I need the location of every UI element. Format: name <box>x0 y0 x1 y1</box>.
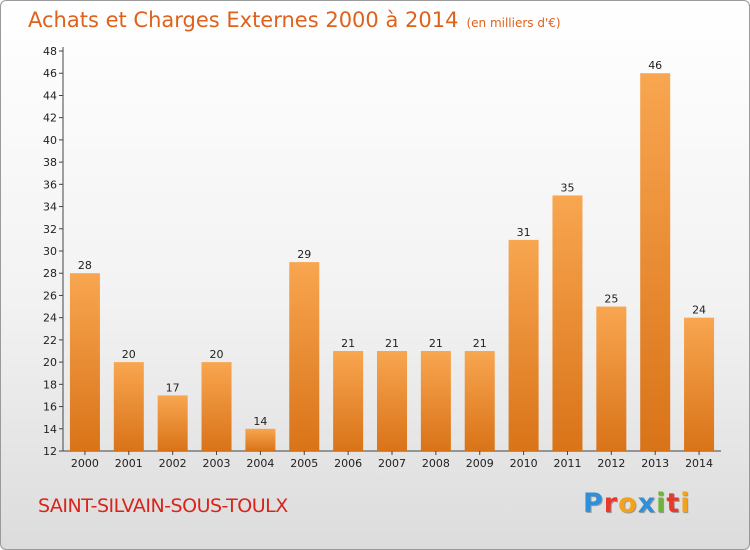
logo-letter: x <box>637 488 657 519</box>
y-tick-label: 18 <box>43 378 57 391</box>
bar-2000 <box>69 273 100 451</box>
bar-2003 <box>201 362 232 451</box>
value-label-2001: 20 <box>122 348 136 361</box>
x-tick-label: 2005 <box>290 457 318 470</box>
logo-letter: r <box>603 488 619 519</box>
bar-2006 <box>333 351 364 451</box>
y-tick-label: 24 <box>43 312 57 325</box>
x-tick-label: 2004 <box>246 457 274 470</box>
bar-2002 <box>157 395 188 451</box>
bar-2013 <box>640 73 671 451</box>
bar-2001 <box>113 362 144 451</box>
x-tick-label: 2002 <box>159 457 187 470</box>
y-tick-label: 22 <box>43 334 57 347</box>
chart-title: Achats et Charges Externes 2000 à 2014 (e… <box>28 8 561 32</box>
y-tick-label: 26 <box>43 289 57 302</box>
x-tick-label: 2014 <box>685 457 713 470</box>
x-tick-label: 2001 <box>115 457 143 470</box>
y-tick-label: 44 <box>43 89 57 102</box>
y-tick-label: 16 <box>43 401 57 414</box>
x-tick-label: 2011 <box>553 457 581 470</box>
bar-2009 <box>464 351 495 451</box>
chart-value-labels: 28 20 17 20 14 29 21 21 21 21 31 35 25 46 24 <box>78 59 706 428</box>
bar-2007 <box>377 351 407 451</box>
y-tick-label: 32 <box>43 223 57 236</box>
x-tick-label: 2000 <box>71 457 99 470</box>
x-tick-label: 2003 <box>203 457 231 470</box>
y-tick-label: 36 <box>43 178 57 191</box>
bar-2012 <box>596 306 627 451</box>
y-tick-label: 12 <box>43 445 57 458</box>
chart-axes: 12 14 16 18 20 22 24 26 28 30 32 34 36 38 40 42 44 46 48 20… <box>43 45 721 470</box>
logo-letter: i <box>656 488 667 519</box>
y-tick-label: 38 <box>43 156 57 169</box>
bar-2010 <box>508 239 539 451</box>
proxiti-logo: Proxiti <box>583 488 691 519</box>
x-tick-label: 2010 <box>510 457 538 470</box>
y-tick-label: 48 <box>43 45 57 58</box>
logo-letter: o <box>618 488 638 519</box>
x-tick-label: 2009 <box>466 457 494 470</box>
y-tick-label: 28 <box>43 267 57 280</box>
chart-bars <box>69 73 715 451</box>
value-label-2003: 20 <box>210 348 224 361</box>
y-tick-label: 42 <box>43 112 57 125</box>
logo-letter: t <box>666 488 681 519</box>
bar-2005 <box>289 262 320 451</box>
chart-title-text: Achats et Charges Externes 2000 à 2014 <box>28 8 459 32</box>
x-tick-label: 2007 <box>378 457 406 470</box>
value-label-2007: 21 <box>385 337 399 350</box>
bar-2008 <box>420 351 451 451</box>
logo-letter: i <box>680 488 691 519</box>
x-tick-label: 2012 <box>597 457 625 470</box>
x-tick-label: 2008 <box>422 457 450 470</box>
y-tick-label: 20 <box>43 356 57 369</box>
value-label-2002: 17 <box>166 381 180 394</box>
value-label-2004: 14 <box>253 415 267 428</box>
x-tick-label: 2006 <box>334 457 362 470</box>
value-label-2008: 21 <box>429 337 443 350</box>
chart-subtitle: (en milliers d'€) <box>466 16 561 30</box>
x-tick-label: 2013 <box>641 457 669 470</box>
value-label-2000: 28 <box>78 259 92 272</box>
y-tick-label: 46 <box>43 67 57 80</box>
value-label-2006: 21 <box>341 337 355 350</box>
value-label-2009: 21 <box>473 337 487 350</box>
y-tick-label: 14 <box>43 423 57 436</box>
bar-2011 <box>552 195 583 451</box>
commune-name: SAINT-SILVAIN-SOUS-TOULX <box>38 495 288 517</box>
value-label-2013: 46 <box>648 59 662 72</box>
y-tick-label: 40 <box>43 134 57 147</box>
value-label-2010: 31 <box>517 226 531 239</box>
y-tick-label: 34 <box>43 201 57 214</box>
value-label-2014: 24 <box>692 304 706 317</box>
logo-letter: P <box>583 488 604 519</box>
bar-2014 <box>684 317 715 451</box>
value-label-2012: 25 <box>604 293 618 306</box>
bar-2004 <box>245 428 276 451</box>
value-label-2011: 35 <box>560 181 574 194</box>
y-tick-label: 30 <box>43 245 57 258</box>
value-label-2005: 29 <box>297 248 311 261</box>
